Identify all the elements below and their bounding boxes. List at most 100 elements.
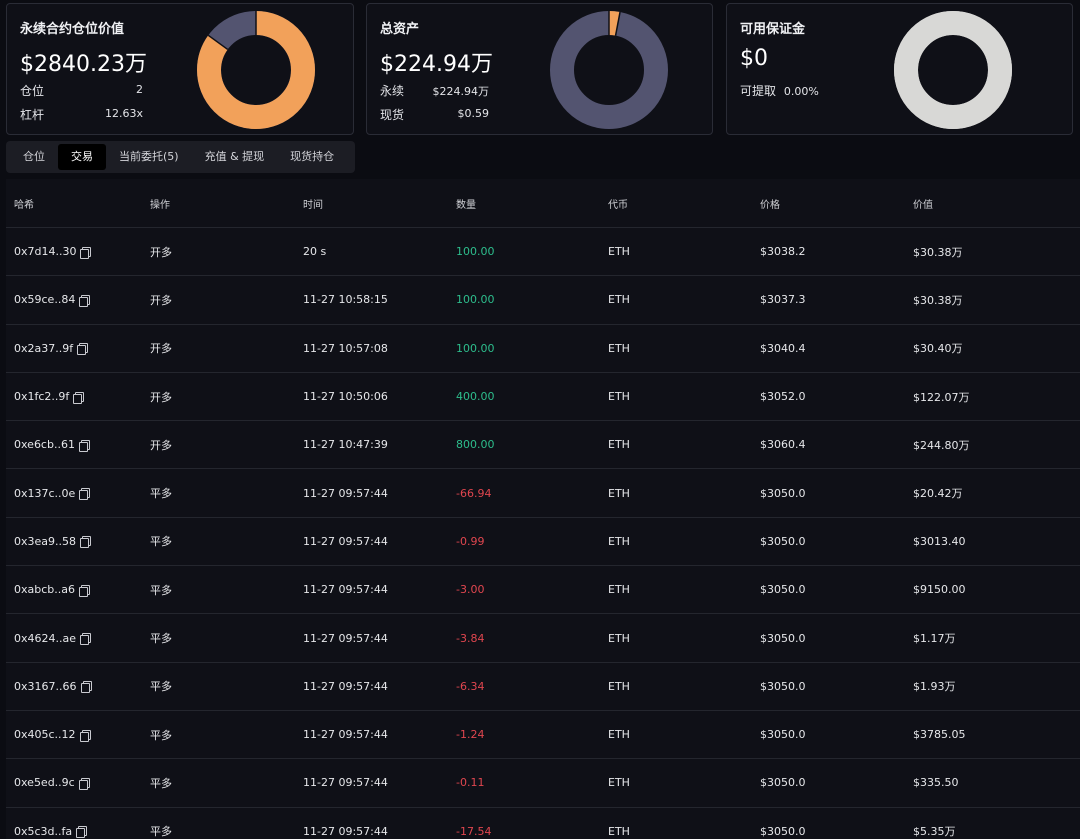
hash-link[interactable]: 0xe6cb..61 [14, 438, 75, 452]
table-row: 0x5c3d..fa 平多 11-27 09:57:44 -17.54 ETH $3050… [6, 808, 1080, 839]
operation-cell: 平多 [150, 728, 172, 742]
header-token: 代币 [608, 199, 628, 211]
tab-spot-holdings[interactable]: 现货持仓 [290, 150, 335, 163]
tab-bar: 仓位 交易 当前委托(5) 充值 & 提现 现货持仓 [6, 141, 355, 173]
tab-open-orders[interactable]: 当前委托(5) [119, 150, 179, 163]
hash-link[interactable]: 0x3ea9..58 [14, 534, 77, 548]
token-cell: ETH [608, 293, 630, 307]
price-cell: $3050.0 [760, 776, 806, 790]
hash-link[interactable]: 0xe5ed..9c [14, 776, 75, 790]
withdrawable-label: 可提取 [740, 84, 777, 98]
time-cell: 11-27 10:47:39 [303, 438, 388, 452]
quantity-cell: 100.00 [456, 293, 495, 307]
total-assets-value: $224.94万 [380, 52, 493, 77]
available-margin-title: 可用保证金 [740, 22, 806, 37]
value-cell: $3785.05 [913, 728, 966, 742]
hash-link[interactable]: 0x5c3d..fa [14, 824, 73, 838]
value-cell: $30.38万 [913, 245, 963, 259]
token-cell: ETH [608, 341, 630, 355]
tab-deposit-withdraw[interactable]: 充值 & 提现 [204, 150, 265, 163]
price-cell: $3038.2 [760, 245, 806, 259]
hash-cell: 0x2a37..9f [6, 341, 150, 356]
quantity-cell: -17.54 [456, 824, 492, 838]
value-cell: $1.93万 [913, 680, 956, 694]
hash-cell: 0xabcb..a6 [6, 583, 150, 597]
time-cell: 11-27 09:57:44 [303, 728, 388, 742]
value-cell: $122.07万 [913, 390, 970, 404]
trades-table: 哈希 操作 时间 数量 代币 价格 价值 0x7d14..30 开多 20 s 100… [6, 179, 1080, 839]
copy-icon[interactable] [78, 439, 90, 452]
copy-icon[interactable] [80, 536, 92, 549]
price-cell: $3040.4 [760, 341, 806, 355]
copy-icon[interactable] [80, 633, 92, 646]
hash-cell: 0x7d14..30 [6, 245, 150, 259]
table-header: 哈希 操作 时间 数量 代币 价格 价值 [6, 179, 1080, 228]
table-row: 0x3167..66 平多 11-27 09:57:44 -6.34 ETH $3050.… [6, 663, 1080, 711]
leverage-label: 杠杆 [20, 108, 45, 122]
price-cell: $3050.0 [760, 583, 806, 597]
table-row: 0xabcb..a6 平多 11-27 09:57:44 -3.00 ETH $3050.… [6, 566, 1080, 615]
copy-icon[interactable] [79, 729, 91, 742]
hash-link[interactable]: 0x137c..0e [14, 486, 76, 500]
quantity-cell: -66.94 [456, 486, 492, 500]
value-cell: $30.40万 [913, 342, 963, 356]
token-cell: ETH [608, 631, 630, 645]
time-cell: 20 s [303, 245, 327, 259]
time-cell: 11-27 10:58:15 [303, 293, 388, 307]
time-cell: 11-27 09:57:44 [303, 583, 388, 597]
quantity-cell: -3.84 [456, 631, 485, 645]
token-cell: ETH [608, 824, 630, 838]
hash-cell: 0xe6cb..61 [6, 438, 150, 452]
table-body: 0x7d14..30 开多 20 s 100.00 ETH $3038.2 $30.38万 0… [6, 228, 1080, 839]
perp-assets-label: 永续 [380, 84, 405, 98]
price-cell: $3050.0 [760, 534, 806, 548]
hash-link[interactable]: 0x1fc2..9f [14, 390, 70, 404]
withdrawable-row: 可提取 0.00% [740, 82, 819, 99]
token-cell: ETH [608, 245, 630, 259]
perp-donut-chart [197, 11, 315, 129]
copy-icon[interactable] [80, 246, 92, 259]
copy-icon[interactable] [79, 294, 91, 307]
hash-link[interactable]: 0x7d14..30 [14, 245, 77, 259]
hash-link[interactable]: 0x59ce..84 [14, 293, 76, 307]
hash-link[interactable]: 0xabcb..a6 [14, 583, 75, 597]
copy-icon[interactable] [80, 681, 92, 694]
table-row: 0x59ce..84 开多 11-27 10:58:15 100.00 ETH $3037… [6, 276, 1080, 325]
hash-cell: 0x3167..66 [6, 679, 150, 694]
margin-donut-chart [894, 11, 1012, 129]
tab-trades[interactable]: 交易 [58, 144, 106, 170]
hash-cell: 0x4624..ae [6, 631, 150, 646]
hash-link[interactable]: 0x2a37..9f [14, 341, 74, 355]
table-row: 0xe5ed..9c 平多 11-27 09:57:44 -0.11 ETH $3050.… [6, 759, 1080, 808]
copy-icon[interactable] [76, 826, 88, 839]
header-time: 时间 [303, 199, 323, 211]
price-cell: $3052.0 [760, 390, 806, 404]
leverage-value: 12.63x [104, 107, 143, 120]
tab-positions[interactable]: 仓位 [23, 150, 45, 163]
hash-link[interactable]: 0x405c..12 [14, 728, 76, 742]
table-row: 0xe6cb..61 开多 11-27 10:47:39 800.00 ETH $3060… [6, 421, 1080, 470]
copy-icon[interactable] [79, 584, 90, 597]
price-cell: $3050.0 [760, 679, 806, 693]
token-cell: ETH [608, 728, 630, 742]
hash-cell: 0x405c..12 [6, 728, 150, 742]
operation-cell: 开多 [150, 342, 172, 356]
withdrawable-value: 0.00% [783, 85, 819, 98]
value-cell: $1.17万 [913, 632, 956, 646]
time-cell: 11-27 09:57:44 [303, 631, 388, 645]
quantity-cell: -3.00 [456, 583, 485, 597]
token-cell: ETH [608, 534, 630, 548]
operation-cell: 开多 [150, 245, 172, 259]
hash-link[interactable]: 0x3167..66 [14, 679, 77, 693]
copy-icon[interactable] [79, 488, 91, 501]
value-cell: $20.42万 [913, 487, 963, 501]
donut-separator [207, 34, 229, 51]
token-cell: ETH [608, 438, 630, 452]
copy-icon[interactable] [73, 391, 85, 404]
hash-link[interactable]: 0x4624..ae [14, 631, 77, 645]
copy-icon[interactable] [78, 777, 90, 790]
spot-assets-value: $0.59 [457, 107, 490, 120]
donut-value-segment [894, 11, 1012, 129]
quantity-cell: 100.00 [456, 245, 495, 259]
copy-icon[interactable] [77, 343, 89, 356]
